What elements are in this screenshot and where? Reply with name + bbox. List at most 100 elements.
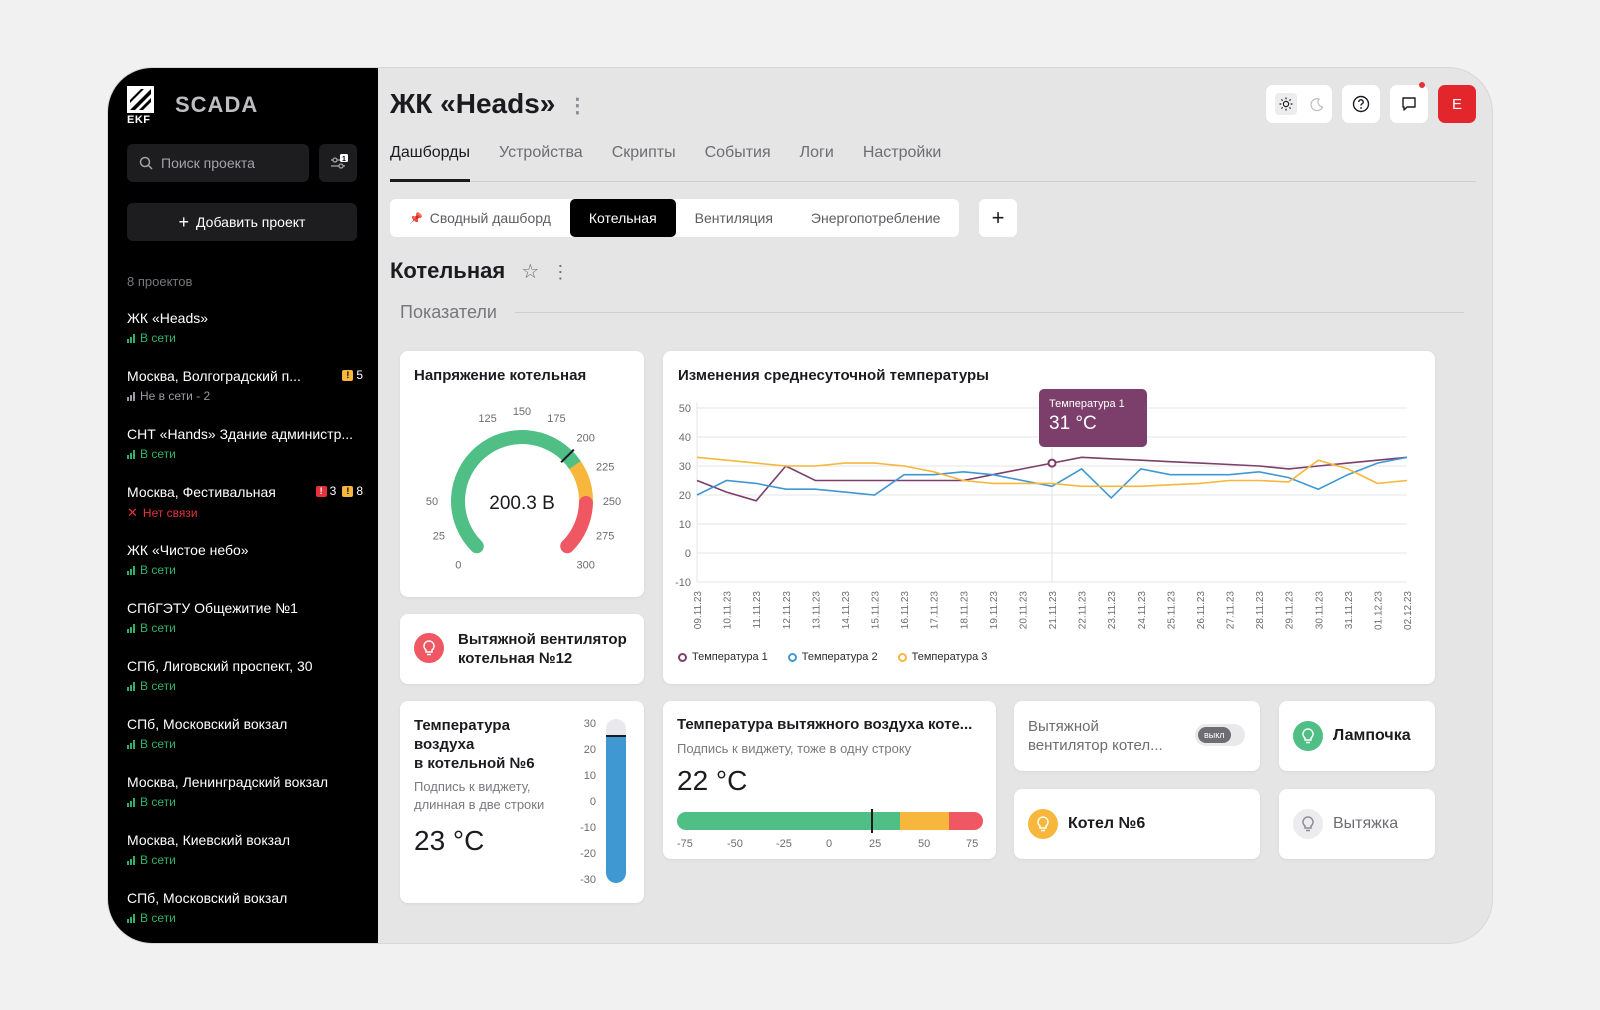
brand-name: SCADA: [175, 92, 259, 117]
y-tick-label: 50: [679, 403, 691, 415]
sun-icon: [1274, 93, 1297, 115]
sidebar: EKF SCADA Поиск проекта 1 + Добавить про…: [108, 68, 378, 943]
project-item[interactable]: Москва, Киевский вокзал В сети: [127, 832, 290, 867]
add-dashboard-button[interactable]: +: [979, 199, 1017, 237]
star-icon[interactable]: ☆: [521, 261, 540, 283]
theme-toggle[interactable]: [1266, 85, 1332, 123]
boiler-card[interactable]: Котел №6: [1014, 789, 1260, 859]
y-tick-label: 20: [679, 490, 691, 502]
exhaust-temperature-value: 22 °C: [677, 765, 748, 796]
x-tick-label: 13.11.23: [811, 591, 822, 630]
hood-card[interactable]: Вытяжка: [1279, 789, 1435, 859]
dashboard-tab-boiler[interactable]: Котельная: [569, 199, 676, 237]
legend-item[interactable]: Температура 1: [678, 651, 768, 663]
gauge-value: 200.3 В: [489, 493, 555, 514]
project-item[interactable]: СПб, Московский вокзал В сети: [127, 716, 288, 751]
signal-icon: [127, 855, 135, 865]
air-temperature-card[interactable]: Температура воздуха в котельной №6 Подпи…: [400, 701, 644, 903]
tab-scripts[interactable]: Скрипты: [611, 144, 676, 161]
series-line: [696, 456, 1408, 500]
y-tick-label: -10: [675, 577, 691, 589]
project-item[interactable]: ЖК «Heads» В сети: [127, 310, 209, 345]
exhaust-fan-toggle-card[interactable]: Вытяжной вентилятор котел... выкл: [1014, 701, 1260, 771]
messages-button[interactable]: [1390, 82, 1428, 123]
notification-dot: [1419, 82, 1425, 88]
x-tick-label: 19.11.23: [989, 591, 1000, 630]
add-project-button[interactable]: + Добавить проект: [127, 203, 357, 241]
tab-logs[interactable]: Логи: [799, 144, 834, 161]
tab-events[interactable]: События: [704, 144, 771, 161]
signal-icon: [127, 565, 135, 575]
filter-button[interactable]: 1: [319, 144, 357, 182]
page-title: ЖК «Heads» ⋮: [390, 88, 588, 119]
tab-dashboards[interactable]: Дашборды: [390, 142, 470, 182]
y-tick-label: 0: [685, 548, 691, 560]
project-item[interactable]: Москва, Фестивальная ! 3 ! 8 ✕ Нет связи: [127, 484, 363, 520]
x-tick-label: 14.11.23: [841, 591, 852, 630]
x-tick-label: 30.11.23: [1314, 591, 1325, 630]
nav-tabs: Дашборды Устройства Скрипты События Логи…: [390, 142, 1476, 182]
x-tick-label: 24.11.23: [1137, 591, 1148, 630]
bar-segment-critical: [949, 812, 983, 830]
project-item[interactable]: СНТ «Hands» Здание администр... В сети: [127, 426, 354, 461]
dashboard-tab-energy[interactable]: Энергопотребление: [810, 210, 941, 226]
bar-segment-warning: [900, 812, 950, 830]
close-icon: ✕: [127, 505, 138, 520]
x-tick-label: 25.11.23: [1166, 591, 1177, 630]
dashboard-title: Котельная ☆ ⋮: [390, 258, 570, 283]
project-item[interactable]: Москва, Волгоградский п... ! 5 Не в сети …: [127, 368, 363, 403]
dashboard-tabs: 📌 Сводный дашборд Котельная Вентиляция Э…: [390, 199, 960, 237]
pin-icon: 📌: [409, 212, 423, 225]
ekf-logo[interactable]: EKF: [127, 86, 157, 126]
lamp-card[interactable]: Лампочка: [1279, 701, 1435, 771]
bar-marker: [870, 809, 873, 833]
warning-badge: ! 8: [342, 484, 363, 498]
tab-devices[interactable]: Устройства: [499, 144, 583, 161]
tab-settings[interactable]: Настройки: [862, 144, 942, 161]
exhaust-fan-12-card[interactable]: Вытяжной вентилятор котельная №12: [400, 614, 644, 684]
x-tick-label: 16.11.23: [900, 591, 911, 630]
x-tick-label: 26.11.23: [1196, 591, 1207, 630]
search-placeholder: Поиск проекта: [161, 155, 255, 171]
gauge-tick-label: 175: [547, 413, 565, 425]
gauge-tick-label: 250: [603, 496, 621, 508]
gauge-tick-label: 225: [596, 462, 614, 474]
signal-icon: [127, 739, 135, 749]
legend-item[interactable]: Температура 2: [787, 651, 878, 663]
search-input[interactable]: Поиск проекта: [127, 144, 309, 182]
dashboard-tab-ventilation[interactable]: Вентиляция: [694, 210, 773, 226]
help-icon: [1352, 95, 1370, 113]
avatar[interactable]: E: [1438, 85, 1476, 123]
gauge-tick-label: 275: [596, 530, 614, 542]
project-item[interactable]: ЖК «Чистое небо» В сети: [127, 542, 249, 577]
app-window: EKF SCADA Поиск проекта 1 + Добавить про…: [108, 68, 1492, 943]
project-item[interactable]: Москва, Ленинградский вокзал В сети: [127, 774, 329, 809]
chart-tooltip: Температура 1 31 °C: [1039, 389, 1147, 447]
thermometer-fill: [606, 735, 626, 883]
exhaust-fan-switch[interactable]: выкл: [1195, 724, 1245, 746]
project-item[interactable]: СПбГЭТУ Общежитие №1 В сети: [127, 600, 298, 635]
moon-icon: [1309, 97, 1323, 111]
temperature-chart-card[interactable]: Изменения среднесуточной температуры 50 4…: [663, 351, 1435, 684]
thermometer-scale: 30 20 10 0 -10 -20 -30: [580, 718, 596, 886]
warning-badge: ! 5: [342, 368, 363, 382]
more-icon[interactable]: ⋮: [551, 262, 570, 282]
filter-badge: 1: [342, 156, 346, 163]
x-tick-label: 02.12.23: [1403, 591, 1414, 630]
signal-icon: [127, 797, 135, 807]
signal-icon: [127, 681, 135, 691]
gauge-tick-label: 200: [576, 432, 594, 444]
help-button[interactable]: [1342, 85, 1380, 123]
y-tick-label: 40: [679, 432, 691, 444]
gauge-tick-label: 50: [426, 496, 438, 508]
exhaust-air-temperature-card[interactable]: Температура вытяжного воздуха коте... По…: [663, 701, 996, 859]
bulb-icon: [1293, 721, 1323, 751]
project-item[interactable]: СПб, Лиговский проспект, 30 В сети: [127, 658, 313, 693]
project-item[interactable]: СПб, Московский вокзал В сети: [127, 890, 288, 925]
more-icon[interactable]: ⋮: [567, 95, 588, 118]
legend-item[interactable]: Температура 3: [897, 651, 987, 663]
dashboard-tab-summary[interactable]: 📌 Сводный дашборд: [409, 210, 551, 226]
x-tick-label: 17.11.23: [930, 591, 941, 630]
voltage-gauge-card[interactable]: Напряжение котельная 0 25 50 125 150 175 200 22…: [400, 351, 644, 597]
